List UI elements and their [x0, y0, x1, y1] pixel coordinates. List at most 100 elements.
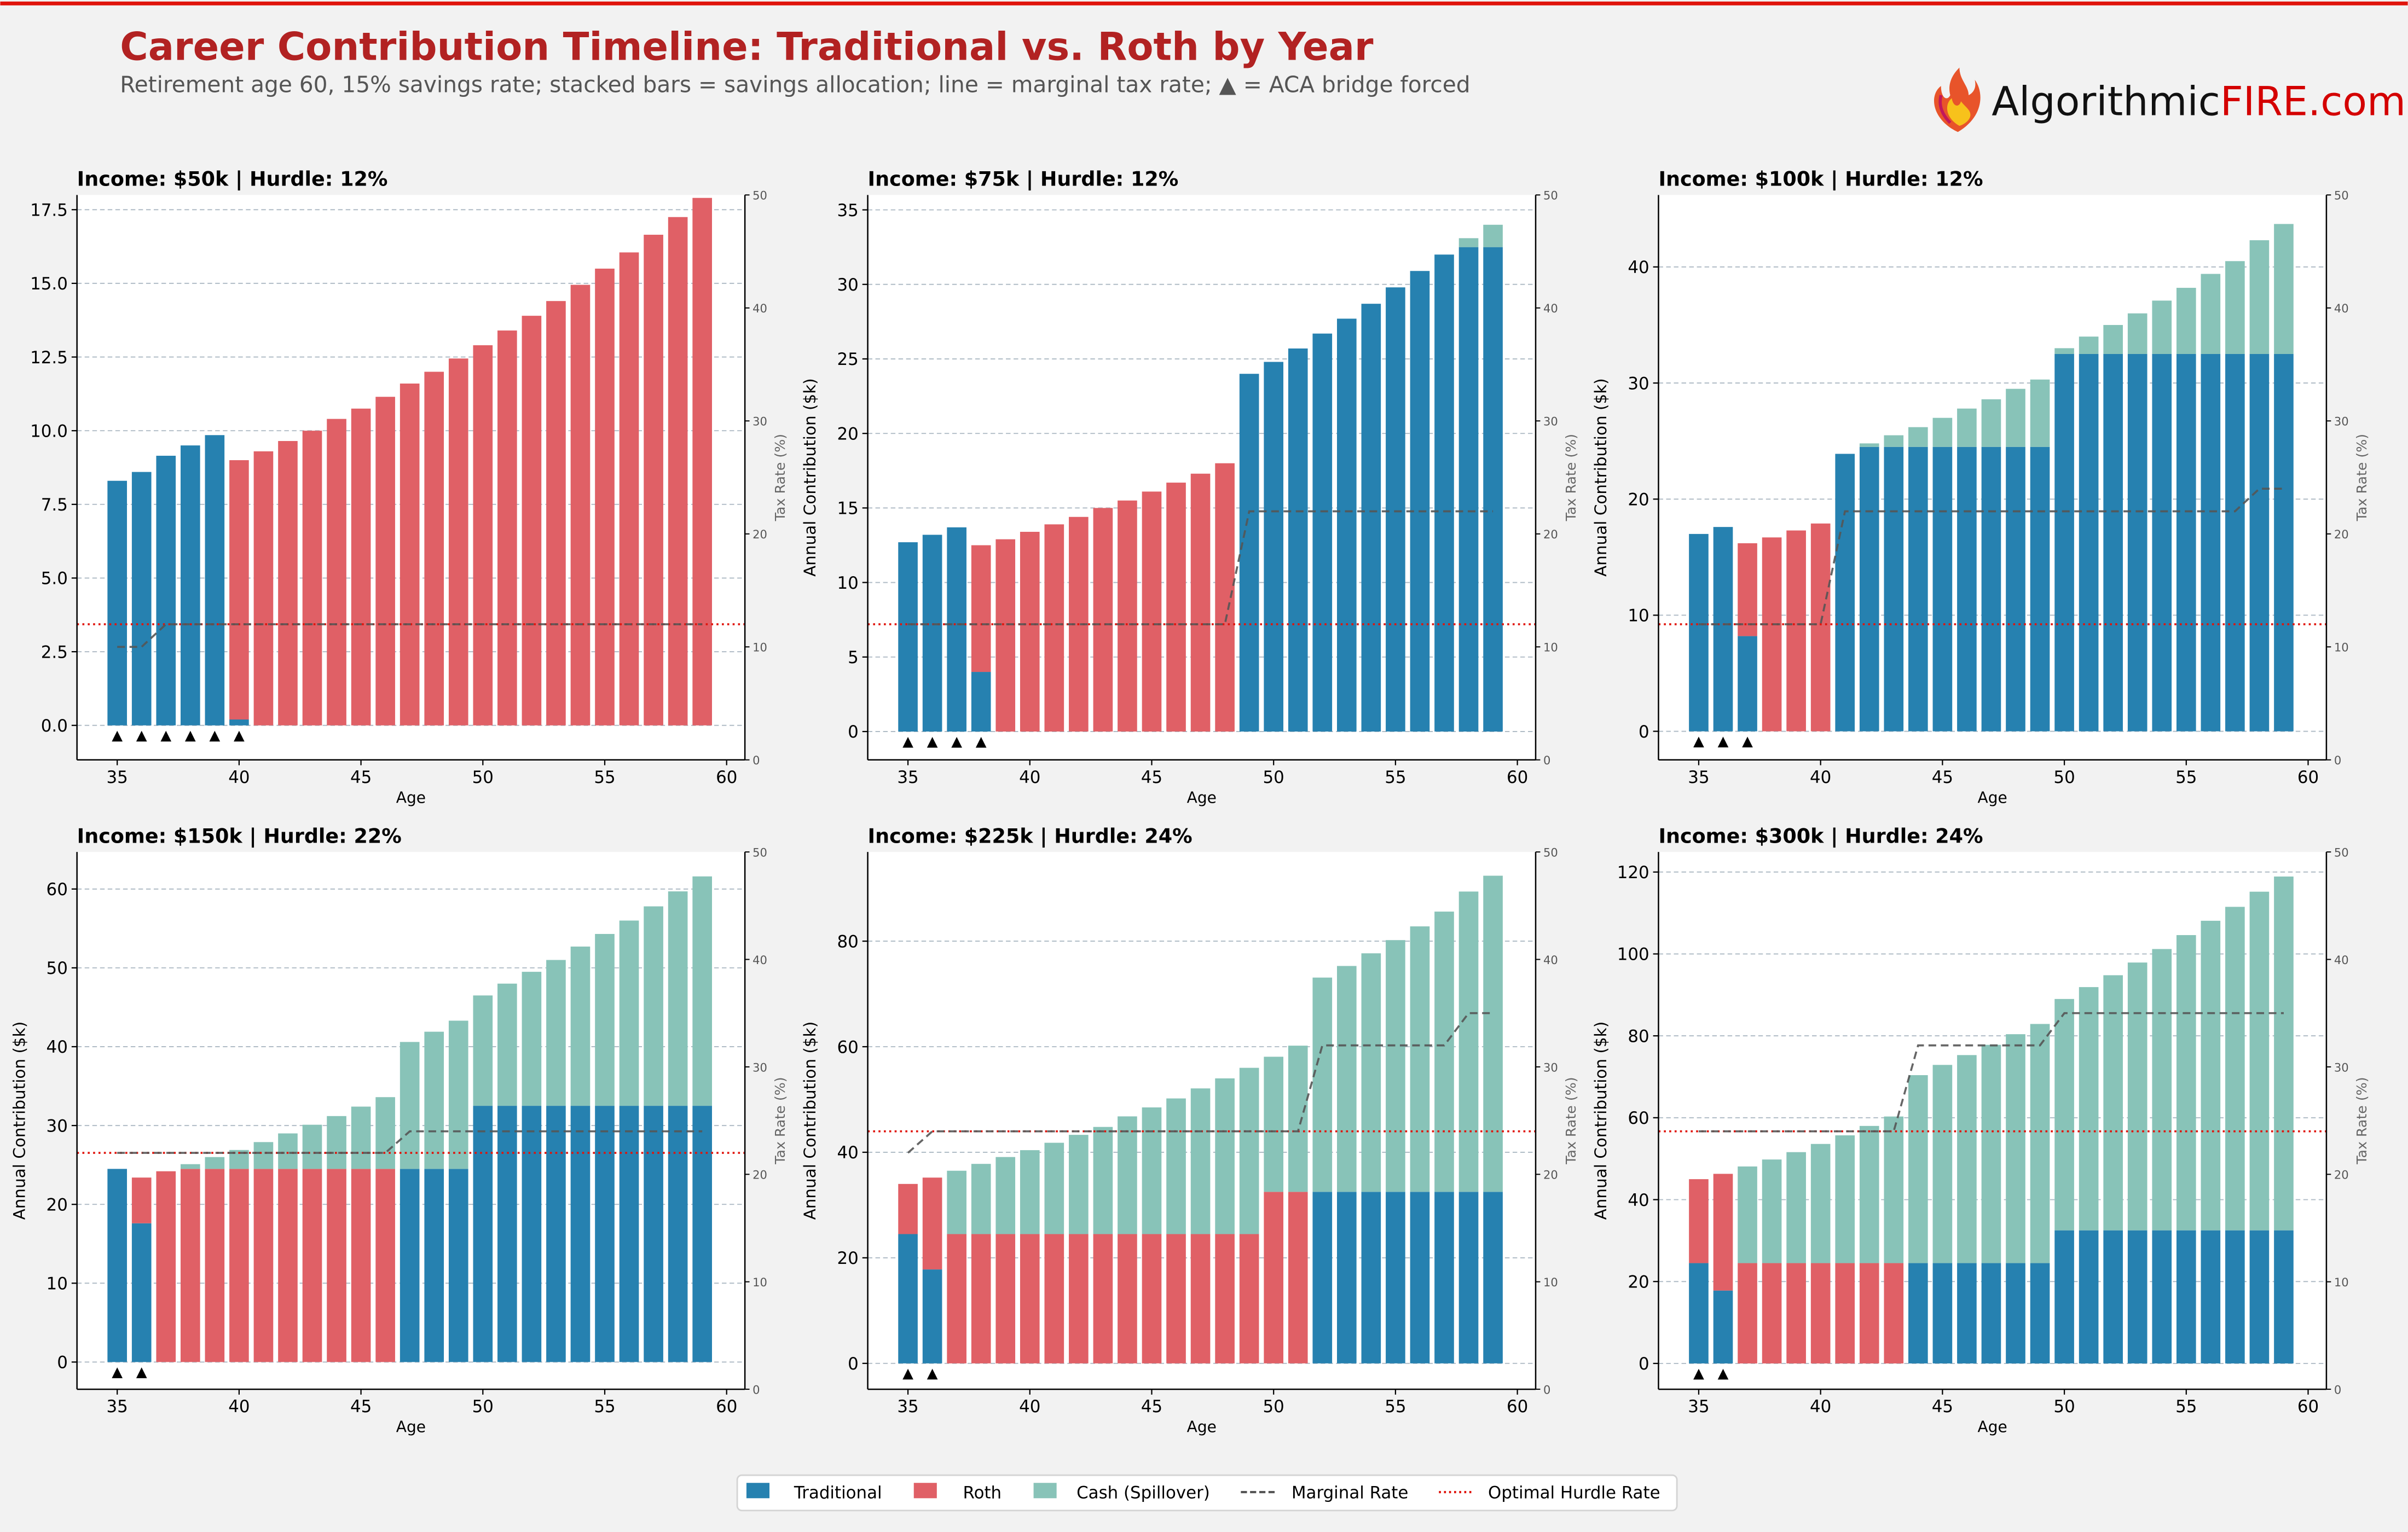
bar-traditional	[1981, 446, 2001, 732]
bar-cash	[2103, 975, 2123, 1231]
aca-bridge-marker	[902, 736, 913, 748]
bar-roth	[253, 451, 274, 726]
legend-label: Optimal Hurdle Rate	[1488, 1483, 1660, 1502]
marginal-rate-line	[908, 510, 1494, 625]
y2-tick-label: 20	[1543, 527, 1558, 541]
y2-tick-label: 50	[752, 189, 767, 202]
logo-text-algorithmic: Algorithmic	[1992, 78, 2220, 125]
x-tick-label: 60	[1507, 1397, 1528, 1417]
bar-cash	[327, 1116, 346, 1169]
y2-tick-label: 10	[752, 1275, 767, 1289]
y2-axis-label: Tax Rate (%)	[2354, 1077, 2370, 1164]
bar-roth	[400, 384, 420, 726]
subplot-title: Income: $50k | Hurdle: 12%	[77, 167, 388, 191]
subplot-1: 0.0 2.5 5.0 7.5 10.0 12.5 15.0 17.5 35 40 45 50 55 60…	[30, 167, 788, 806]
bar-cash	[995, 1157, 1016, 1234]
bar-roth	[1069, 1234, 1089, 1363]
aca-bridge-marker	[209, 730, 221, 742]
y2-tick-label: 50	[752, 846, 767, 860]
y-axis-label: Annual Contribution ($k)	[1591, 378, 1610, 577]
x-tick-label: 60	[1507, 768, 1528, 787]
bar-roth	[1093, 1234, 1113, 1363]
bar-traditional	[1458, 1192, 1479, 1363]
x-tick-label: 45	[1932, 1397, 1953, 1417]
x-tick-label: 35	[1688, 768, 1709, 787]
bar-traditional	[619, 1106, 639, 1362]
bar-cash	[971, 1164, 991, 1234]
x-tick-label: 35	[897, 1397, 918, 1417]
bar-cash	[1020, 1150, 1040, 1234]
bar-traditional	[2249, 1230, 2270, 1363]
bar-roth	[1215, 1234, 1235, 1363]
bar-traditional	[1239, 374, 1259, 732]
bar-cash	[1118, 1116, 1137, 1234]
bar-traditional	[644, 1106, 663, 1362]
bar-traditional	[1361, 1192, 1381, 1363]
bar-cash	[278, 1133, 298, 1169]
bar-traditional	[2225, 353, 2245, 732]
bar-roth	[692, 198, 712, 726]
bar-cash	[302, 1124, 322, 1169]
bar-traditional	[1738, 636, 1757, 732]
x-axis-label: Age	[396, 1418, 426, 1436]
bar-roth	[1264, 1192, 1284, 1363]
bar-roth	[570, 285, 591, 726]
bar-cash	[2249, 240, 2270, 354]
figure-title: Career Contribution Timeline: Traditiona…	[120, 24, 1374, 69]
bar-cash	[2079, 987, 2099, 1231]
bar-traditional	[546, 1106, 566, 1362]
bar-roth	[1118, 500, 1137, 732]
bar-cash	[473, 995, 493, 1106]
y2-tick-label: 20	[1543, 1168, 1558, 1182]
x-tick-label: 40	[228, 1397, 250, 1417]
y2-tick-label: 30	[2334, 1060, 2349, 1074]
bar-roth	[1859, 1263, 1879, 1363]
bar-roth	[1835, 1263, 1855, 1363]
y2-tick-label: 50	[1543, 189, 1558, 202]
bar-roth	[947, 1234, 966, 1363]
y-tick-label: 80	[1628, 1026, 1649, 1046]
bar-cash	[1093, 1127, 1113, 1234]
bar-traditional	[2127, 353, 2147, 732]
y2-tick-label: 10	[1543, 1275, 1558, 1289]
bar-cash	[1336, 966, 1357, 1192]
aca-bridge-marker	[136, 1367, 147, 1378]
y-tick-label: 10	[47, 1274, 68, 1294]
y2-tick-label: 0	[752, 753, 760, 767]
bar-cash	[1483, 224, 1503, 247]
x-tick-label: 50	[472, 768, 494, 787]
bar-traditional	[400, 1169, 420, 1362]
bar-cash	[2054, 999, 2074, 1231]
y2-axis-label: Tax Rate (%)	[772, 1077, 788, 1164]
bar-traditional	[1386, 287, 1405, 732]
bar-traditional	[1884, 446, 1904, 732]
y2-tick-label: 50	[2334, 189, 2349, 202]
bar-roth	[1166, 483, 1186, 732]
bar-roth	[473, 345, 493, 726]
bar-cash	[644, 906, 663, 1106]
bar-cash	[668, 891, 688, 1106]
x-tick-label: 50	[1263, 1397, 1284, 1417]
bar-roth	[922, 1177, 942, 1270]
subplot-5: 0 20 40 60 80 35 40 45 50 55 60 0 10 20 30 40 50 Income: …	[801, 824, 1579, 1436]
bar-traditional	[2079, 353, 2099, 732]
bar-traditional	[1835, 454, 1855, 732]
bar-roth	[1762, 537, 1782, 732]
bar-traditional	[1932, 446, 1953, 732]
x-tick-label: 45	[350, 768, 372, 787]
aca-bridge-marker	[234, 730, 245, 742]
bar-roth	[1810, 1263, 1831, 1363]
bar-traditional	[1713, 1290, 1733, 1363]
bar-traditional	[2030, 1263, 2050, 1363]
bar-traditional	[2225, 1230, 2245, 1363]
y-tick-label: 80	[837, 932, 858, 951]
y2-tick-label: 20	[752, 1168, 767, 1182]
bar-roth	[229, 460, 249, 719]
bar-traditional	[2176, 1230, 2196, 1363]
x-tick-label: 50	[1263, 768, 1284, 787]
x-axis-label: Age	[1978, 1418, 2007, 1436]
x-tick-label: 60	[716, 768, 737, 787]
bar-traditional	[2274, 1230, 2294, 1363]
bar-cash	[2030, 379, 2050, 447]
